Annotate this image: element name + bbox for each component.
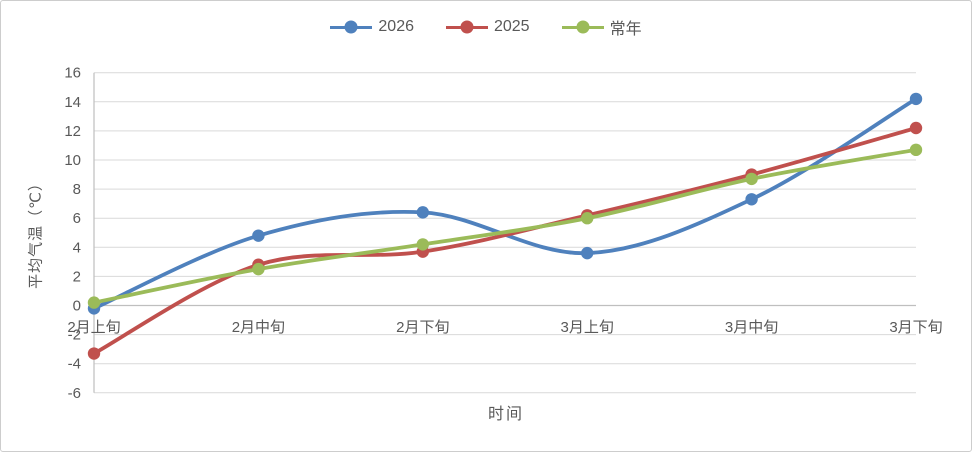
x-tick-label: 2月下旬 xyxy=(396,319,449,336)
y-tick-label: -6 xyxy=(68,385,81,402)
legend-label: 2025 xyxy=(493,18,530,35)
data-point-2026-2月中旬 xyxy=(252,229,265,242)
x-axis-title: 时间 xyxy=(487,406,525,423)
data-point-常年-3月下旬 xyxy=(909,143,923,157)
y-tick-label: 16 xyxy=(64,65,81,82)
data-point-常年-2月中旬 xyxy=(252,262,265,276)
x-tick-label: 3月中旬 xyxy=(725,319,778,336)
data-point-常年-2月下旬 xyxy=(416,238,429,251)
data-point-常年-3月上旬 xyxy=(581,212,594,225)
y-tick-label: 14 xyxy=(64,94,81,111)
legend-label: 2026 xyxy=(378,18,414,35)
y-tick-label: 12 xyxy=(64,123,81,140)
y-tick-label: 6 xyxy=(73,210,81,227)
series-line-2026 xyxy=(92,96,918,311)
data-point-常年-2月上旬 xyxy=(87,296,101,309)
data-point-2025-3月下旬 xyxy=(909,121,923,135)
y-tick-label: 8 xyxy=(73,181,81,198)
y-axis-title: 平均气温（℃） xyxy=(27,175,45,289)
data-point-2025-2月上旬 xyxy=(87,347,101,360)
y-tick-label: 2 xyxy=(73,268,81,285)
legend-item-1: 2025 xyxy=(445,18,530,36)
legend-item-0: 2026 xyxy=(330,18,414,36)
legend-marker-icon xyxy=(445,20,488,34)
data-point-2026-3月上旬 xyxy=(581,246,594,260)
legend-marker-icon xyxy=(330,20,373,34)
x-tick-label: 2月中旬 xyxy=(232,319,285,336)
legend-marker-icon xyxy=(561,20,604,34)
x-tick-label: 3月上旬 xyxy=(561,319,614,336)
legend-item-2: 常年 xyxy=(561,15,642,39)
data-point-2026-2月下旬 xyxy=(416,206,429,219)
y-tick-label: -4 xyxy=(68,356,81,373)
x-tick-label: 2月上旬 xyxy=(67,319,120,336)
y-tick-label: 4 xyxy=(73,239,81,256)
chart-legend: 2026 2025 常年 xyxy=(1,15,971,39)
data-point-2026-3月下旬 xyxy=(909,92,923,106)
y-tick-label: -2 xyxy=(68,327,81,344)
y-tick-label: 0 xyxy=(73,298,81,315)
data-point-2026-3月中旬 xyxy=(745,193,758,206)
series-line-2025 xyxy=(92,126,918,356)
y-tick-label: 10 xyxy=(64,152,81,169)
series-line-常年 xyxy=(92,147,918,305)
x-tick-label: 3月下旬 xyxy=(889,319,942,336)
legend-label: 常年 xyxy=(609,21,642,38)
data-point-常年-3月中旬 xyxy=(745,172,758,186)
